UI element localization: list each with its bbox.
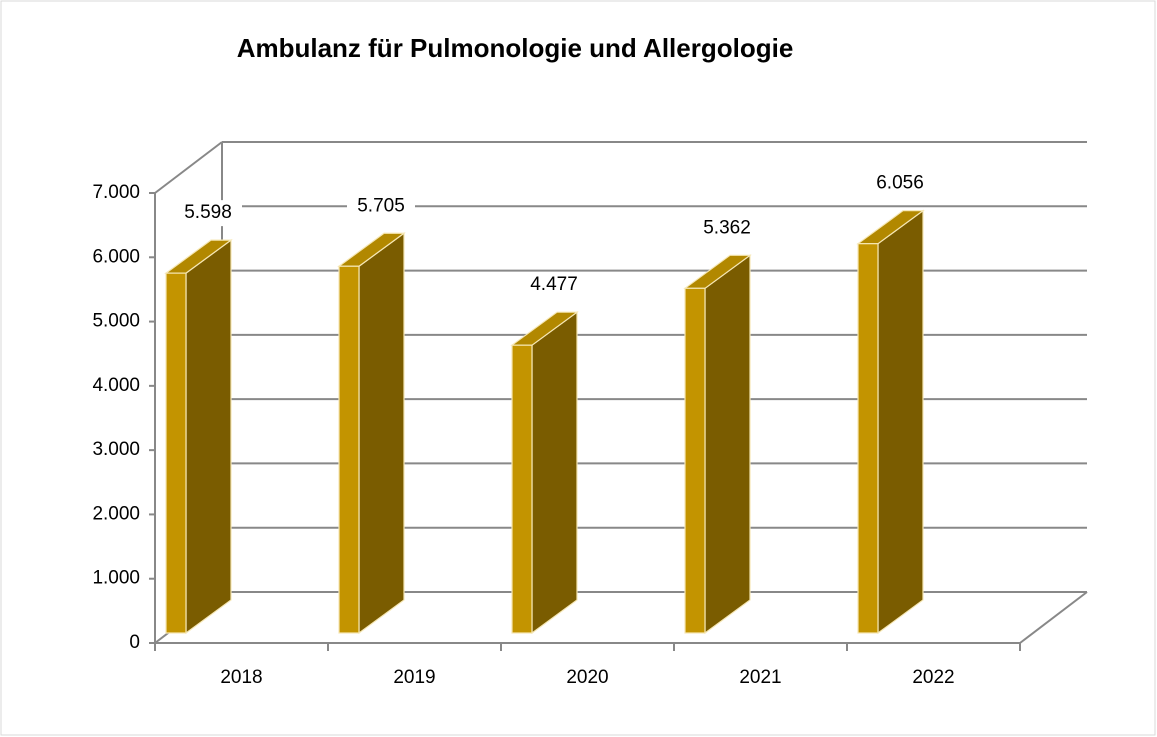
y-tick-label: 1.000 <box>92 568 140 589</box>
data-label: 5.598 <box>184 202 232 223</box>
bar <box>338 265 360 634</box>
y-tick-label: 2.000 <box>92 503 140 524</box>
wall-edge <box>154 141 223 194</box>
data-label-bg <box>520 272 588 299</box>
bar-side <box>877 209 924 635</box>
bar-side <box>358 232 405 635</box>
y-tick-label: 3.000 <box>92 439 140 460</box>
y-tick-label: 5.000 <box>92 311 140 332</box>
bar-side <box>185 238 232 635</box>
bar-side <box>704 254 751 635</box>
wall-edge <box>1019 591 1088 644</box>
y-tick-label: 7.000 <box>92 182 140 203</box>
bar <box>511 344 533 634</box>
y-tick-label: 6.000 <box>92 246 140 267</box>
data-label-bg <box>866 170 934 197</box>
data-label-bg <box>347 193 415 220</box>
x-tick-label: 2018 <box>220 667 262 688</box>
data-label: 5.362 <box>703 217 751 238</box>
chart-title: Ambulanz für Pulmonologie und Allergolog… <box>237 33 794 63</box>
data-label: 5.705 <box>357 195 405 216</box>
bar <box>165 272 187 634</box>
x-tick-label: 2020 <box>566 667 608 688</box>
bar-side <box>531 311 578 635</box>
y-tick-label: 0 <box>129 632 140 653</box>
x-tick-label: 2021 <box>739 667 781 688</box>
data-label: 4.477 <box>530 274 578 295</box>
bar <box>857 243 879 634</box>
data-label: 6.056 <box>876 173 924 194</box>
data-label-bg <box>693 215 761 242</box>
y-tick-label: 4.000 <box>92 375 140 396</box>
bar <box>684 287 706 634</box>
x-tick-label: 2019 <box>393 667 435 688</box>
x-tick-label: 2022 <box>912 667 954 688</box>
data-label-bg <box>174 200 242 227</box>
